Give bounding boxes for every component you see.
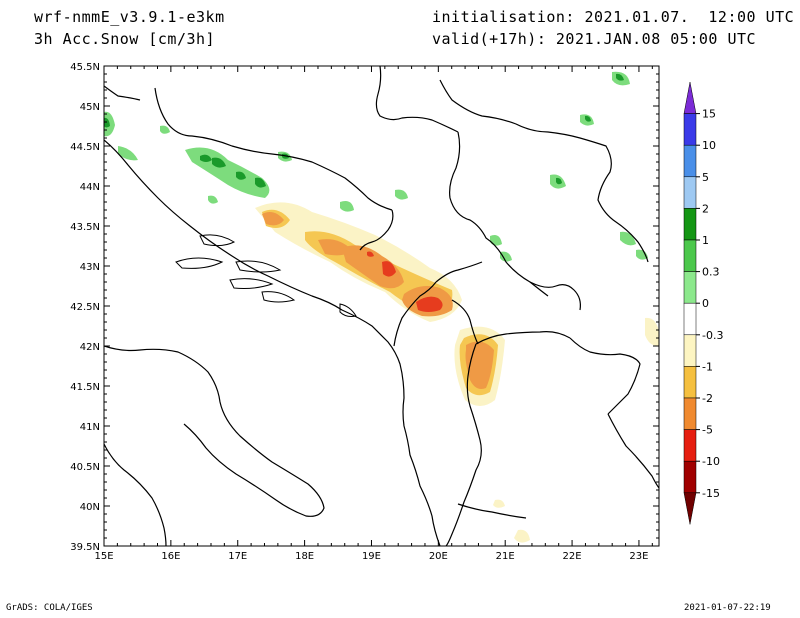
snow-dark-green-areas — [104, 73, 624, 188]
lat-tick-label: 44N — [80, 182, 100, 193]
colorbar-segment — [683, 366, 697, 399]
valid-time: valid(+17h): 2021.JAN.08 05:00 UTC — [432, 30, 757, 48]
lon-tick-label: 19E — [362, 551, 381, 562]
colorbar-segment — [683, 239, 697, 272]
colorbar-segment — [683, 429, 697, 462]
lon-tick-label: 18E — [295, 551, 314, 562]
lat-tick-label: 44.5N — [70, 142, 100, 153]
colorbar-top-arrow — [683, 81, 697, 114]
longitude-axis: 15E 16E 17E 18E 19E 20E 21E 22E 23E — [94, 66, 653, 562]
colorbar-label: 1 — [702, 234, 709, 247]
coastlines-borders — [104, 66, 659, 546]
model-title: wrf-nmmE_v3.9.1-e3km — [34, 8, 225, 26]
colorbar-segment — [683, 397, 697, 430]
colorbar-segment — [683, 334, 697, 367]
colorbar-segment — [683, 271, 697, 304]
colorbar-label: 5 — [702, 171, 709, 184]
lon-tick-label: 15E — [94, 551, 113, 562]
colorbar-segment — [683, 176, 697, 209]
lat-tick-label: 43.5N — [70, 222, 100, 233]
colorbar-label: 0.3 — [702, 266, 720, 279]
grads-credit: GrADS: COLA/IGES — [6, 603, 93, 613]
lat-tick-label: 43N — [80, 262, 100, 273]
colorbar-label: -10 — [702, 455, 720, 468]
lon-tick-label: 23E — [629, 551, 648, 562]
colorbar-segment — [683, 208, 697, 241]
colorbar-label: 0 — [702, 297, 709, 310]
islands — [175, 234, 357, 317]
initialisation-time: initialisation: 2021.01.07. 12:00 UTC — [432, 8, 795, 26]
lat-tick-label: 42N — [80, 342, 100, 353]
colorbar-label: -15 — [702, 487, 720, 500]
lat-tick-label: 45N — [80, 102, 100, 113]
colorbar-legend: 15 10 5 2 1 0.3 0 -0.3 -1 -2 -5 -10 -15 — [683, 81, 723, 525]
lat-tick-label: 41.5N — [70, 382, 100, 393]
colorbar-label: 2 — [702, 202, 709, 215]
lon-tick-label: 20E — [429, 551, 448, 562]
lat-tick-label: 41N — [80, 422, 100, 433]
lon-tick-label: 21E — [496, 551, 515, 562]
lat-tick-label: 42.5N — [70, 302, 100, 313]
lat-tick-label: 40.5N — [70, 462, 100, 473]
colorbar-segment — [683, 144, 697, 178]
field-title: 3h Acc.Snow [cm/3h] — [34, 30, 216, 48]
colorbar-segment — [683, 460, 697, 494]
colorbar-label: -5 — [702, 424, 713, 437]
render-timestamp: 2021-01-07-22:19 — [684, 603, 771, 613]
colorbar-label: -1 — [702, 360, 713, 373]
colorbar-label: -0.3 — [702, 329, 723, 342]
colorbar-segment — [683, 113, 697, 146]
precip-layer — [104, 66, 659, 546]
lon-tick-label: 17E — [228, 551, 247, 562]
map-background — [104, 66, 659, 546]
latitude-axis: 39.5N 40N 40.5N 41N 41.5N 42N 42.5N 43N 43.5N 44N… — [70, 62, 659, 553]
colorbar-bottom-arrow — [683, 492, 697, 525]
colorbar-segment — [683, 302, 697, 336]
lon-tick-label: 22E — [563, 551, 582, 562]
snow-very-heavy-areas — [367, 251, 443, 312]
lat-tick-label: 40N — [80, 502, 100, 513]
colorbar-label: 15 — [702, 108, 716, 121]
lon-tick-label: 16E — [161, 551, 180, 562]
colorbar-label: 10 — [702, 139, 716, 152]
lat-tick-label: 39.5N — [70, 542, 100, 553]
lat-tick-label: 45.5N — [70, 62, 100, 73]
colorbar-label: -2 — [702, 392, 713, 405]
